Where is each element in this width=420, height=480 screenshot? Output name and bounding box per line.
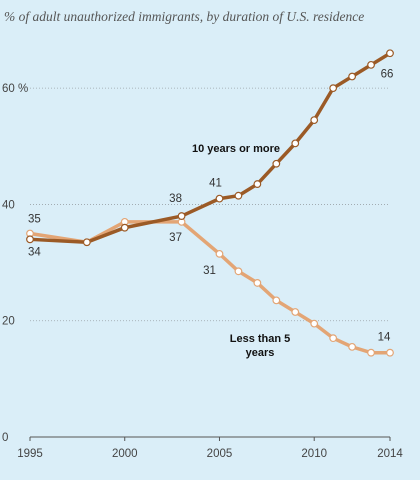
series-label: years (246, 347, 275, 359)
data-point-1 (348, 342, 357, 351)
data-point-1 (253, 279, 262, 287)
data-point-0 (253, 180, 262, 188)
series-group (26, 49, 394, 357)
data-point-0 (310, 116, 319, 125)
data-label: 66 (381, 68, 394, 80)
data-label: 37 (169, 232, 182, 244)
data-point-0 (386, 49, 394, 58)
data-point-1 (329, 334, 338, 343)
data-label: 35 (28, 214, 41, 226)
axes: 0 20 40 60 % 1995 2000 2005 2010 2014 (2, 83, 403, 460)
data-point-0 (272, 159, 281, 168)
data-point-1 (367, 348, 375, 357)
series-label: 10 years or more (192, 143, 280, 155)
labels-group: 35 34 38 37 41 31 66 14 10 years or more Less tha… (28, 68, 393, 359)
x-tick-label: 1995 (17, 448, 43, 460)
data-label: 38 (169, 193, 182, 205)
data-point-0 (348, 72, 357, 81)
x-tick-label: 2000 (112, 448, 138, 460)
data-point-0 (234, 191, 243, 200)
data-point-0 (26, 235, 34, 244)
y-tick-label: 60 % (2, 83, 28, 95)
data-label: 31 (203, 265, 216, 277)
data-point-1 (386, 348, 394, 357)
data-label: 41 (209, 178, 222, 190)
x-tick-label: 2014 (377, 448, 403, 460)
data-point-1 (272, 296, 281, 305)
chart-title: % of adult unauthorized immigrants, by d… (4, 9, 364, 24)
data-point-1 (291, 308, 300, 316)
y-tick-label: 40 (2, 199, 15, 211)
y-tick-label: 20 (2, 316, 15, 328)
data-point-0 (367, 60, 375, 69)
data-point-0 (329, 84, 338, 93)
data-point-0 (82, 238, 91, 247)
y-tick-label: 0 (2, 432, 8, 444)
x-tick-label: 2005 (207, 448, 233, 460)
data-point-0 (215, 194, 224, 203)
series-label: Less than 5 (230, 333, 291, 345)
data-point-1 (310, 319, 319, 328)
data-point-1 (215, 249, 224, 258)
data-point-0 (177, 212, 186, 220)
data-label: 34 (28, 246, 41, 258)
data-point-0 (291, 139, 300, 148)
data-point-1 (234, 267, 243, 276)
data-label: 14 (378, 332, 391, 344)
x-tick-label: 2010 (301, 448, 327, 460)
data-point-0 (120, 223, 129, 232)
